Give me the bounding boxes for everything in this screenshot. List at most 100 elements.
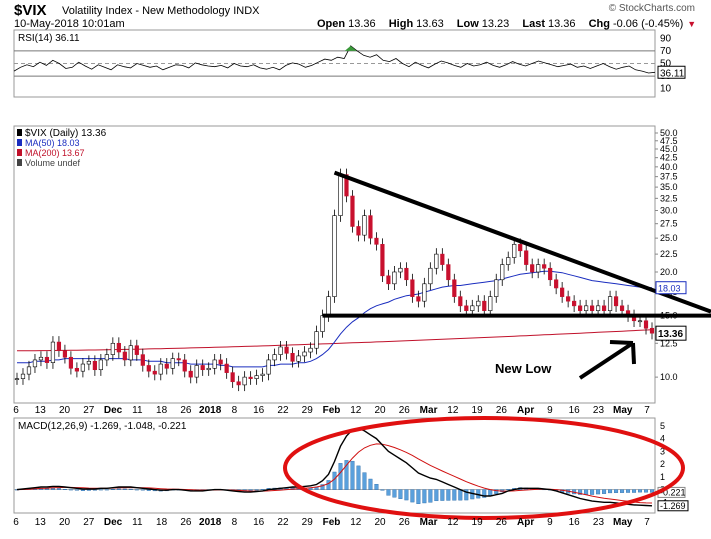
- legend-swatch: [17, 129, 22, 136]
- macd-hist-bar: [398, 489, 403, 499]
- macd-hist-bar: [440, 489, 445, 501]
- price-x-label: 8: [232, 405, 238, 416]
- candle-body: [296, 355, 301, 362]
- price-legend-item: MA(200) 13.67: [25, 148, 85, 158]
- macd-x-label: 9: [547, 517, 553, 528]
- chg-value: -0.06 (-0.45%): [612, 18, 684, 30]
- macd-x-label: Dec: [104, 517, 123, 528]
- price-x-label: Mar: [420, 405, 438, 416]
- macd-hist-bar: [452, 489, 457, 501]
- macd-hist-last-label: -0.221: [660, 487, 686, 497]
- candle-body: [290, 353, 295, 362]
- macd-hist-bar: [368, 478, 373, 490]
- macd-x-label: 13: [35, 517, 47, 528]
- candle-body: [242, 376, 247, 386]
- candle-body: [56, 341, 62, 352]
- price-tick-label: 40.0: [660, 162, 678, 172]
- macd-x-label: 11: [132, 517, 143, 528]
- candle-body: [308, 347, 313, 353]
- price-x-label: 23: [593, 405, 605, 416]
- price-tick-label: 27.5: [660, 219, 678, 229]
- rsi-panel-frame: [13, 29, 656, 98]
- candle-body: [338, 174, 343, 216]
- candle-body: [512, 244, 517, 258]
- candle-body: [392, 271, 397, 285]
- rsi-tick-label: 70: [660, 46, 672, 57]
- macd-hist-bar: [428, 489, 433, 503]
- price-x-label: 20: [374, 405, 386, 416]
- candle-body: [416, 296, 421, 302]
- macd-x-label: 26: [399, 517, 411, 528]
- timestamp: 10-May-2018 10:01am: [14, 18, 125, 30]
- macd-hist-bar: [80, 489, 85, 491]
- price-last-label: 13.36: [658, 329, 683, 340]
- candle-body: [32, 359, 38, 368]
- candle-body: [398, 267, 403, 273]
- copyright: © StockCharts.com: [608, 3, 695, 14]
- candle-body: [410, 279, 415, 297]
- candle-body: [434, 253, 439, 269]
- candle-body: [92, 360, 97, 371]
- candle-body: [601, 305, 607, 311]
- candle-body: [14, 378, 20, 380]
- macd-hist-bar: [74, 489, 79, 491]
- candle-body: [428, 267, 433, 285]
- macd-hist-bar: [446, 489, 451, 501]
- macd-x-label: 2018: [199, 517, 222, 528]
- macd-hist-bar: [104, 489, 109, 491]
- macd-hist-bar: [122, 488, 127, 490]
- price-tick-label: 37.5: [660, 172, 678, 182]
- price-tick-label: 20.0: [660, 267, 678, 277]
- down-arrow-icon: ▼: [687, 19, 697, 29]
- macd-highlight-ellipse: [283, 416, 685, 520]
- price-x-label: 26: [180, 405, 192, 416]
- macd-hist-bar: [404, 489, 409, 501]
- price-legend-item: Volume undef: [25, 158, 81, 168]
- macd-hist-bar: [338, 463, 343, 490]
- price-x-label: 26: [399, 405, 411, 416]
- candle-body: [613, 296, 619, 307]
- candle-body: [440, 253, 445, 265]
- macd-hist-bar: [614, 489, 619, 493]
- macd-x-label: 26: [180, 517, 192, 528]
- macd-hist-bar: [134, 489, 139, 491]
- rsi-legend: RSI(14) 36.11: [18, 33, 80, 44]
- macd-hist-bar: [644, 489, 649, 493]
- candle-body: [302, 351, 307, 357]
- ohlc-summary: Open 13.36 High 13.63 Low 13.23 Last 13.36 C…: [311, 18, 696, 30]
- candle-body: [122, 351, 127, 361]
- candle-body: [368, 215, 373, 239]
- price-x-label: 29: [302, 405, 314, 416]
- candle-body: [362, 215, 367, 236]
- macd-x-label: Apr: [517, 517, 534, 528]
- candle-body: [164, 363, 169, 369]
- low-label: Low: [456, 18, 479, 30]
- legend-swatch: [17, 149, 22, 156]
- price-tick-label: 30.0: [660, 205, 678, 215]
- macd-hist-bar: [392, 489, 397, 498]
- macd-hist-bar: [464, 489, 469, 501]
- price-x-label: 27: [83, 405, 95, 416]
- price-tick-label: 47.5: [660, 136, 678, 146]
- candle-body: [26, 366, 32, 375]
- macd-hist-bar: [254, 489, 259, 491]
- candle-body: [404, 267, 409, 281]
- rsi-overbought-fill: [344, 45, 357, 51]
- macd-hist-bar: [488, 489, 493, 497]
- candle-body: [266, 359, 271, 375]
- candle-body: [20, 373, 26, 379]
- candle-body: [194, 365, 199, 378]
- price-x-label: 26: [496, 405, 508, 416]
- price-x-label: 7: [644, 405, 650, 416]
- candle-body: [236, 381, 241, 386]
- candle-body: [224, 363, 229, 373]
- macd-hist-bar: [326, 480, 331, 490]
- macd-hist-bar: [92, 489, 97, 491]
- macd-tick-label: 2: [660, 459, 665, 469]
- symbol-name: Volatility Index - New Methodology INDX: [62, 5, 260, 17]
- candle-body: [212, 359, 217, 369]
- candle-body: [374, 237, 379, 245]
- macd-hist-bar: [128, 488, 133, 490]
- macd-x-label: May: [613, 517, 633, 528]
